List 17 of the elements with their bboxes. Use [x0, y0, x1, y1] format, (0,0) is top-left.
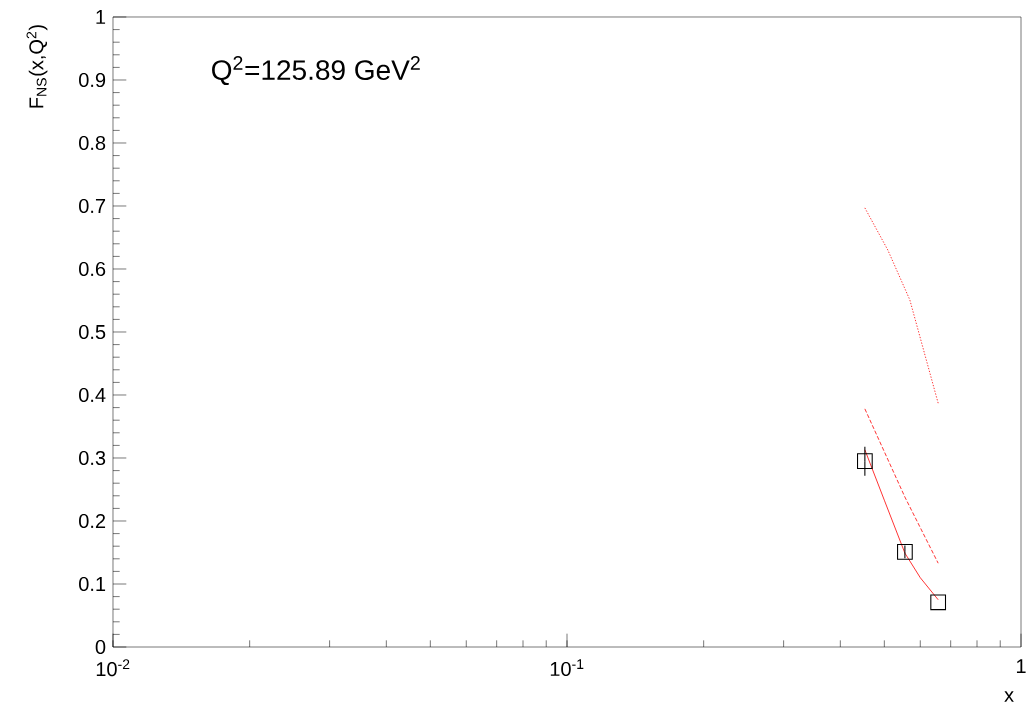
y-tick-label: 0.9: [79, 72, 106, 88]
y-tick-label: 1: [96, 10, 106, 24]
y-tick-label: 0.7: [79, 198, 106, 214]
y-axis-title: F$_{NS}$(x,Q$^{2}$): [26, 25, 48, 108]
y-tick-label: 0.1: [79, 576, 106, 592]
y-tick-label: 0.8: [79, 135, 106, 151]
y-tick-label: 0.5: [79, 324, 106, 340]
x-tick-label: 10$^{-2}$: [96, 659, 130, 677]
annotation: Q$^{2}$=125.89 GeV$^{2}$: [212, 56, 420, 86]
x-axis-title: x: [1004, 691, 1014, 702]
x-tick-label: 10$^{-1}$: [550, 659, 584, 677]
y-tick-label: 0.3: [79, 450, 106, 466]
y-tick-label: 0.4: [79, 387, 106, 403]
y-tick-label: 0.2: [79, 513, 106, 529]
y-tick-label: 0: [95, 639, 106, 655]
y-tick-label: 0.6: [79, 261, 106, 277]
x-tick-label: 1: [1016, 659, 1026, 674]
